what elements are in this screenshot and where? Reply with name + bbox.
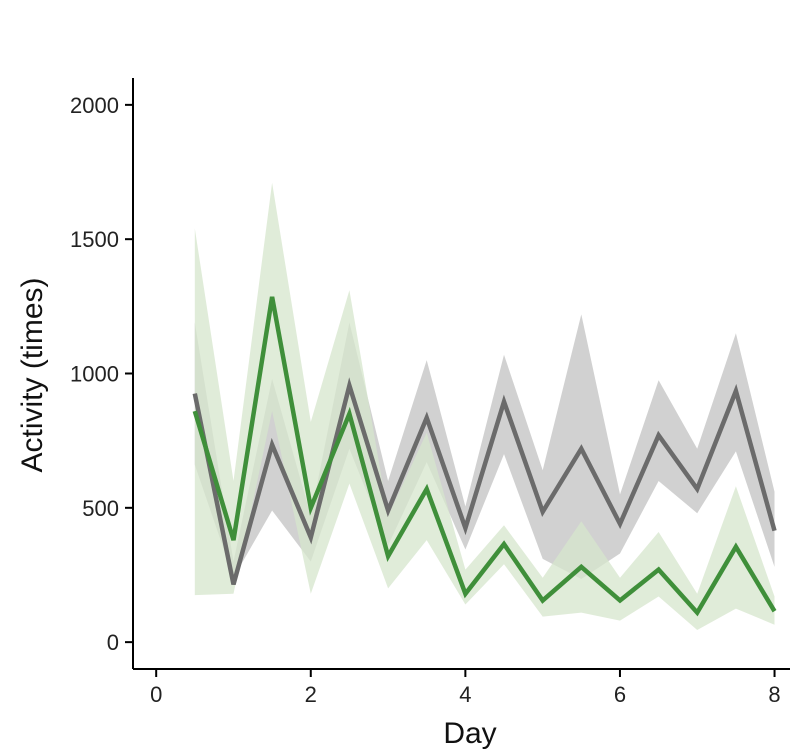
y-tick-label: 500 (82, 496, 119, 521)
x-tick-label: 4 (459, 682, 471, 707)
x-tick-label: 0 (150, 682, 162, 707)
y-axis-title: Activity (times) (16, 278, 49, 473)
series-1-confidence-band (194, 182, 775, 631)
y-tick-label: 1000 (70, 362, 119, 387)
y-tick-label: 0 (107, 630, 119, 655)
series-0-line (192, 377, 777, 585)
x-tick-label: 6 (614, 682, 626, 707)
x-axis-ticks: 0 2 4 6 8 (150, 669, 781, 707)
y-tick-label: 1500 (70, 227, 119, 252)
confidence-bands (194, 182, 775, 631)
x-axis-title: Day (443, 717, 496, 750)
y-tick-label: 2000 (70, 93, 119, 118)
x-tick-label: 8 (768, 682, 780, 707)
series-1-line (192, 296, 777, 617)
x-tick-label: 2 (305, 682, 317, 707)
series-lines (192, 296, 777, 617)
y-axis-ticks: 0 500 1000 1500 2000 (70, 93, 133, 655)
